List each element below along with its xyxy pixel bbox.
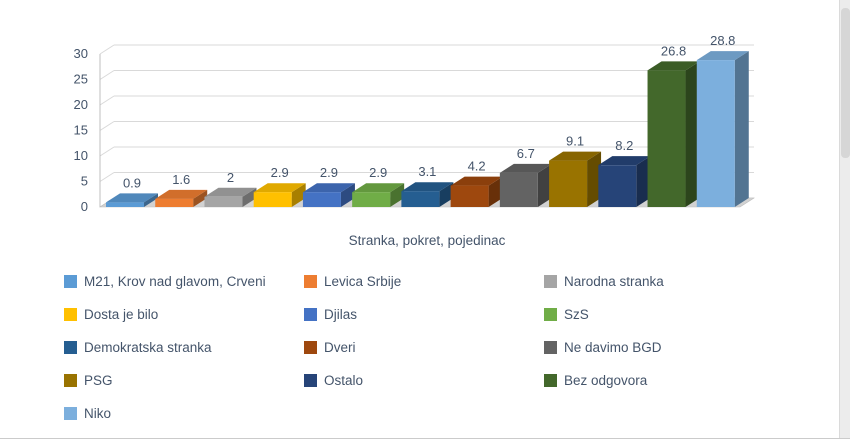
bar-3	[253, 183, 306, 207]
bar-6	[401, 182, 454, 207]
bar-2	[204, 187, 257, 207]
bar-0	[106, 193, 158, 207]
legend-item-levica-srbije: Levica Srbije	[304, 271, 544, 291]
legend-label: Niko	[84, 405, 112, 421]
y-tick-label: 5	[81, 174, 88, 189]
legend-swatch	[304, 307, 317, 321]
y-tick-label: 0	[81, 199, 88, 214]
legend-swatch	[544, 307, 557, 321]
legend-swatch	[544, 373, 557, 387]
bar-value-label: 28.8	[710, 33, 735, 48]
legend-swatch	[544, 340, 557, 354]
legend-swatch	[304, 274, 317, 288]
bar-value-label: 26.8	[661, 43, 686, 58]
legend-label: PSG	[84, 372, 113, 388]
bar-value-label: 1.6	[172, 172, 190, 187]
y-tick-label: 15	[74, 123, 88, 138]
legend-item-djilas: Djilas	[304, 304, 544, 324]
legend-label: Ostalo	[324, 372, 364, 388]
y-tick-label: 30	[74, 46, 88, 61]
chart-legend: M21, Krov nad glavom, Crveni Levica Srbi…	[64, 271, 850, 423]
chart-canvas: Stranka, pokret, pojedinac 0 5 10 15 20 25 30 0…	[74, 33, 756, 248]
bar-value-label: 2.9	[369, 165, 387, 180]
bar-value-label: 9.1	[566, 134, 584, 149]
legend-label: Levica Srbije	[324, 273, 402, 289]
legend-item-m21: M21, Krov nad glavom, Crveni	[64, 271, 304, 291]
legend-label: Bez odgovora	[564, 372, 648, 388]
bar-5	[352, 183, 405, 207]
bar-12	[696, 51, 749, 208]
legend-swatch	[304, 373, 317, 387]
y-tick-label: 10	[74, 148, 88, 163]
legend-swatch	[64, 340, 77, 354]
legend-swatch	[64, 373, 77, 387]
bar-value-label: 2.9	[271, 165, 289, 180]
legend-label: SzS	[564, 306, 589, 322]
bar-7	[450, 176, 503, 207]
legend-item-demokratska-stranka: Demokratska stranka	[64, 337, 304, 357]
legend-swatch	[64, 406, 77, 420]
legend-item-bez-odgovora: Bez odgovora	[544, 370, 784, 390]
bar-value-label: 3.1	[418, 164, 436, 179]
y-tick-label: 20	[74, 97, 88, 112]
bar-value-label: 0.9	[123, 175, 141, 190]
bar-4	[302, 183, 355, 207]
legend-label: Djilas	[324, 306, 358, 322]
bar-11	[647, 61, 700, 207]
y-tick-label: 25	[74, 72, 88, 87]
legend-label: M21, Krov nad glavom, Crveni	[84, 273, 266, 289]
legend-label: Ne davimo BGD	[564, 339, 662, 355]
bar-10	[598, 156, 651, 207]
legend-swatch	[64, 307, 77, 321]
legend-item-ne-davimo-bgd: Ne davimo BGD	[544, 337, 784, 357]
x-axis-title: Stranka, pokret, pojedinac	[349, 233, 506, 248]
legend-item-dveri: Dveri	[304, 337, 544, 357]
legend-item-szs: SzS	[544, 304, 784, 324]
bar-chart-3d: Stranka, pokret, pojedinac 0 5 10 15 20 25 30 0…	[74, 33, 756, 248]
bar-value-label: 2	[227, 170, 234, 185]
legend-item-niko: Niko	[64, 403, 304, 423]
legend-swatch	[304, 340, 317, 354]
bar-value-label: 8.2	[615, 138, 633, 153]
legend-item-ostalo: Ostalo	[304, 370, 544, 390]
legend-label: Dveri	[324, 339, 356, 355]
legend-item-narodna-stranka: Narodna stranka	[544, 271, 784, 291]
bar-1	[155, 189, 208, 207]
bar-value-label: 6.7	[517, 146, 535, 161]
bar-value-label: 2.9	[320, 165, 338, 180]
legend-label: Narodna stranka	[564, 273, 664, 289]
legend-swatch	[544, 274, 557, 288]
scrollbar-thumb[interactable]	[841, 8, 850, 158]
legend-item-psg: PSG	[64, 370, 304, 390]
legend-label: Dosta je bilo	[84, 306, 159, 322]
legend-item-dosta-je-bilo: Dosta je bilo	[64, 304, 304, 324]
bar-9	[549, 151, 602, 207]
legend-swatch	[64, 274, 77, 288]
bar-8	[499, 163, 552, 207]
bar-value-label: 4.2	[468, 159, 486, 174]
scrollbar[interactable]	[839, 0, 850, 439]
legend-label: Demokratska stranka	[84, 339, 212, 355]
